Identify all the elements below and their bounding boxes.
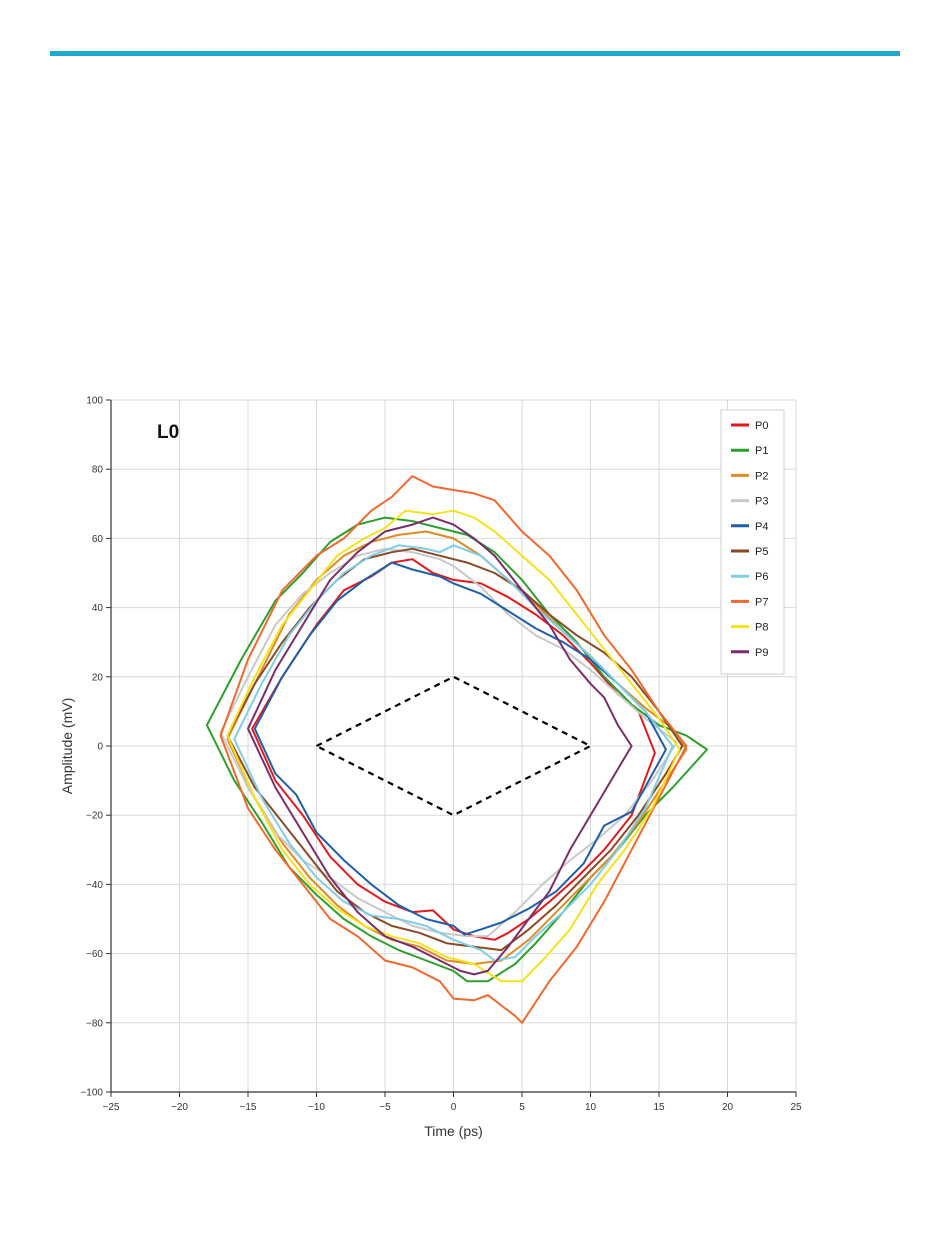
x-tick-label: 25 <box>790 1102 802 1113</box>
legend: P0 P1 P2 P3 P4 P5 P6 P7 P8 P9 <box>720 409 785 675</box>
legend-label-p8: P8 <box>755 622 768 634</box>
x-tick-label: 10 <box>585 1102 597 1113</box>
series-group <box>205 475 708 1024</box>
y-tick-label: −40 <box>86 880 103 891</box>
top-accent-rule <box>50 51 900 56</box>
legend-label-p3: P3 <box>755 496 768 508</box>
x-tick-label: −10 <box>308 1102 325 1113</box>
series-p4-eye <box>253 561 667 936</box>
legend-label-p2: P2 <box>755 470 768 482</box>
series-p0-eye <box>251 558 656 941</box>
legend-label-p1: P1 <box>755 445 768 457</box>
legend-label-p0: P0 <box>755 420 768 432</box>
y-tick-label: 0 <box>97 742 103 753</box>
x-axis-label: Time (ps) <box>424 1123 483 1139</box>
x-tick-label: −5 <box>379 1102 391 1113</box>
series-p8-eye <box>226 509 681 983</box>
y-tick-label: −20 <box>86 811 103 822</box>
x-tick-label: 5 <box>519 1102 525 1113</box>
series-p9-eye <box>247 516 633 976</box>
y-tick-label: 100 <box>86 396 103 407</box>
x-tick-label: −20 <box>171 1102 188 1113</box>
y-tick-label: 20 <box>92 672 104 683</box>
x-tick-label: 0 <box>451 1102 457 1113</box>
legend-box <box>720 409 785 675</box>
legend-label-p7: P7 <box>755 596 768 608</box>
x-tick-label: −15 <box>240 1102 257 1113</box>
eye-mask-diamond <box>314 675 593 817</box>
y-tick-label: 60 <box>92 534 104 545</box>
y-tick-label: 40 <box>92 603 104 614</box>
series-p3-eye <box>219 547 678 938</box>
y-tick-label: 80 <box>92 465 104 476</box>
eye-mask <box>314 675 593 817</box>
legend-label-p6: P6 <box>755 571 768 583</box>
grid <box>110 399 797 1093</box>
series-p5-eye <box>226 547 684 952</box>
legend-label-p4: P4 <box>755 521 768 533</box>
series-p7-eye <box>219 475 688 1024</box>
y-tick-label: −60 <box>86 949 103 960</box>
y-axis-label: Amplitude (mV) <box>59 698 75 794</box>
axes: −25 −20 −15 −10 −5 0 5 10 15 20 25 −100 −80 −60 −40 −20… <box>80 396 802 1114</box>
x-tick-label: 20 <box>722 1102 734 1113</box>
legend-label-p5: P5 <box>755 546 768 558</box>
series-p2-eye <box>226 530 688 965</box>
x-tick-label: 15 <box>653 1102 665 1113</box>
series-p6-eye <box>233 544 674 962</box>
chart-title: L0 <box>157 422 179 443</box>
y-tick-label: −80 <box>86 1018 103 1029</box>
y-tick-label: −100 <box>80 1088 103 1099</box>
series-p1-eye <box>205 516 708 983</box>
legend-label-p9: P9 <box>755 647 768 659</box>
x-tick-label: −25 <box>103 1102 120 1113</box>
